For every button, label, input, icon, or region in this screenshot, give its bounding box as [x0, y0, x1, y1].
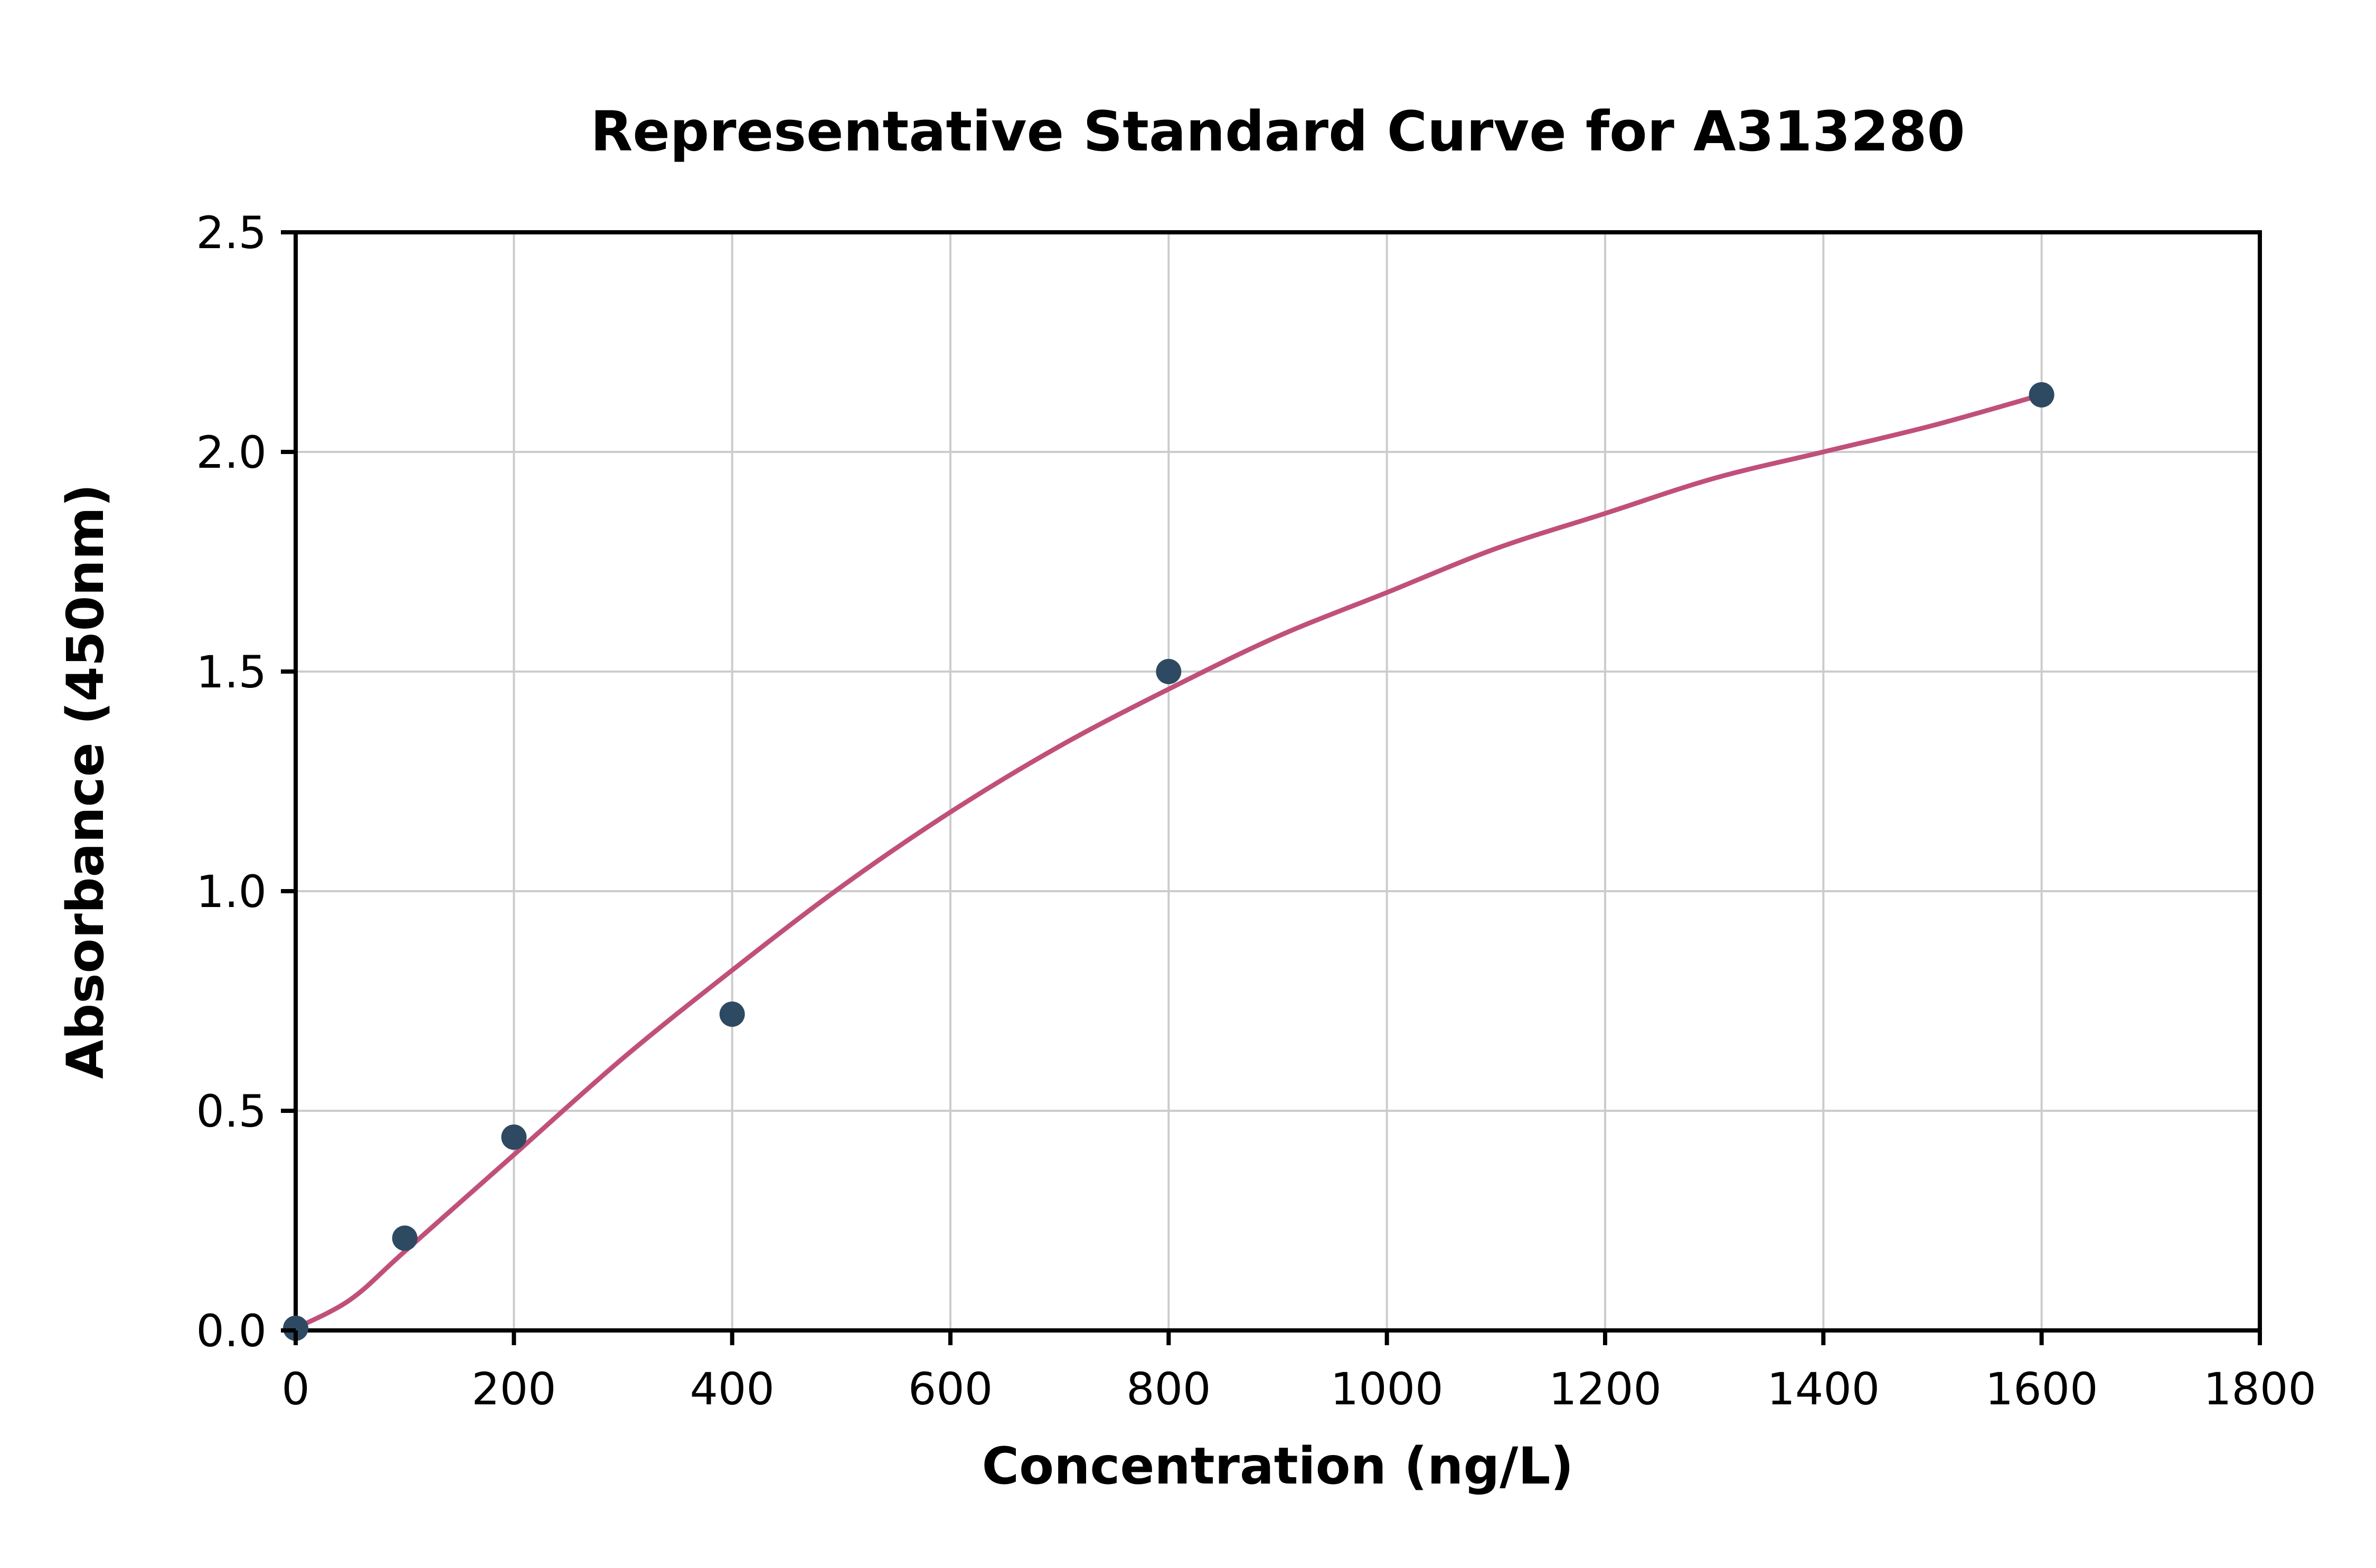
x-tick-label: 1200 — [1549, 1363, 1662, 1415]
x-tick-label: 1400 — [1767, 1363, 1880, 1415]
y-tick-label: 0.0 — [196, 1305, 267, 1357]
x-tick-label: 600 — [908, 1363, 993, 1415]
axes — [294, 230, 2262, 1333]
x-tick-label: 200 — [472, 1363, 556, 1415]
x-tick-label: 0 — [281, 1363, 309, 1415]
plot-border — [294, 230, 2262, 1333]
tick-labels: 0 200 400 600 800 1000 1200 1400 1600 1800 0.0 0.5 1… — [196, 207, 2316, 1415]
data-point — [392, 1225, 418, 1251]
y-axis-label: Absorbance (450nm) — [56, 484, 115, 1079]
y-tick-label: 2.0 — [196, 427, 267, 478]
fit-curve-line — [293, 392, 2044, 1331]
data-points — [283, 382, 2054, 1341]
y-tick-label: 0.5 — [196, 1085, 267, 1137]
grid-lines — [295, 231, 2261, 1331]
y-tick-label: 1.5 — [196, 646, 267, 698]
data-point — [501, 1124, 527, 1150]
x-tick-label: 1800 — [2203, 1363, 2316, 1415]
y-tick-label: 2.5 — [196, 207, 267, 259]
data-point — [2029, 382, 2054, 408]
data-point — [1156, 659, 1182, 684]
data-point — [719, 1001, 745, 1027]
x-tick-label: 400 — [690, 1363, 774, 1415]
x-tick-label: 800 — [1126, 1363, 1211, 1415]
x-tick-label: 1000 — [1331, 1363, 1444, 1415]
x-axis-label: Concentration (ng/L) — [982, 1437, 1574, 1496]
x-tick-label: 1600 — [1985, 1363, 2098, 1415]
data-point — [283, 1315, 308, 1341]
y-tick-label: 1.0 — [196, 866, 267, 918]
chart-title: Representative Standard Curve for A31328… — [590, 99, 1965, 164]
